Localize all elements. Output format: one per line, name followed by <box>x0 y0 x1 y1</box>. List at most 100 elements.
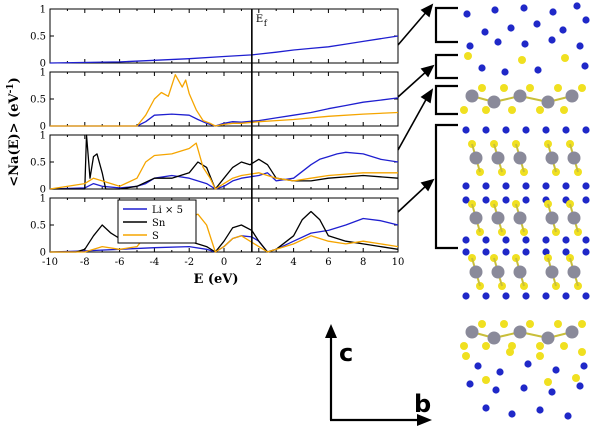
sn-atom <box>469 211 483 225</box>
y-tick-label: 0.5 <box>30 95 46 106</box>
li-atom <box>521 40 529 48</box>
dos-panel-3: 00.51 <box>30 131 399 196</box>
sn-atom <box>541 95 555 109</box>
s-atom <box>554 320 562 328</box>
li-atom <box>491 6 499 14</box>
li-atom <box>462 248 470 256</box>
s-atom <box>536 342 544 350</box>
s-atom <box>478 320 486 328</box>
s-atom <box>554 84 562 92</box>
arrow-4 <box>397 183 429 213</box>
li-atom <box>522 126 530 134</box>
li-atom <box>549 8 557 16</box>
sn-atom <box>513 89 527 103</box>
y-tick-label: 1 <box>40 5 46 16</box>
sn-atom <box>487 95 501 109</box>
legend-box <box>117 199 197 244</box>
series-line-panel4-sn <box>50 210 399 253</box>
li-atom <box>524 360 532 368</box>
s-atom <box>560 342 568 350</box>
s-atom <box>506 348 514 356</box>
li-atom <box>534 66 542 74</box>
li-atom <box>520 4 528 12</box>
li-atom <box>507 24 515 32</box>
li-atom <box>462 182 470 190</box>
x-tick-label: -6 <box>115 257 125 268</box>
crystal-structure <box>460 2 590 420</box>
li-atom <box>474 362 482 370</box>
li-atom <box>562 236 570 244</box>
arrow-1 <box>397 9 429 46</box>
y-tick-label: 0 <box>40 59 46 70</box>
li-atom <box>466 380 474 388</box>
y-tick-label: 0.5 <box>30 221 46 232</box>
sn-atom <box>567 265 581 279</box>
y-tick-label: 0 <box>40 248 46 259</box>
li-atom <box>482 126 490 134</box>
sn-atom <box>545 211 559 225</box>
s-atom <box>544 378 552 386</box>
li-atom <box>482 196 490 204</box>
li-atom <box>573 2 581 10</box>
li-atom <box>463 10 471 18</box>
bracket-3 <box>434 84 458 116</box>
s-atom <box>518 56 526 64</box>
legend: Li × 5 Sn S <box>117 199 197 244</box>
arrow-1-head <box>420 3 434 18</box>
y-tick-label: 1 <box>40 131 46 142</box>
li-atom <box>482 404 490 412</box>
s-atom <box>508 106 516 114</box>
li-atom <box>462 126 470 134</box>
li-atom <box>581 62 589 70</box>
bracket-2 <box>434 53 458 80</box>
li-atom <box>582 16 590 24</box>
li-atom <box>482 292 490 300</box>
li-atom <box>522 182 530 190</box>
x-tick-label: -8 <box>80 257 90 268</box>
li-atom <box>582 236 590 244</box>
sn-atom <box>567 211 581 225</box>
b-axis-label: b <box>414 390 431 418</box>
sn-atom <box>469 265 483 279</box>
li-atom <box>564 412 572 420</box>
arrow-2 <box>397 69 429 98</box>
li-atom <box>522 196 530 204</box>
sn-atom <box>491 211 505 225</box>
li-atom <box>522 292 530 300</box>
panel-frame <box>49 71 399 127</box>
x-tick-label: 4 <box>290 257 296 268</box>
li-atom <box>576 382 584 390</box>
series-line-panel3-s <box>49 142 398 190</box>
li-atom <box>502 196 510 204</box>
sn-atom <box>565 89 579 103</box>
li-atom <box>508 410 516 418</box>
c-axis-arrowhead <box>325 324 337 338</box>
legend-label-sn: Sn <box>152 218 166 229</box>
sn-atom <box>487 331 501 345</box>
x-tick-labels: -10 -8 -6 -4 -2 0 2 4 6 8 10 <box>42 257 404 268</box>
sn-atom <box>513 265 527 279</box>
li-atom <box>482 248 490 256</box>
li-atom <box>502 182 510 190</box>
li-atom <box>462 196 470 204</box>
li-atom <box>462 236 470 244</box>
li-atom <box>502 236 510 244</box>
li-atom <box>562 182 570 190</box>
s-atom <box>464 52 472 60</box>
s-atom <box>460 106 468 114</box>
s-atom <box>578 320 586 328</box>
sn-atom <box>513 151 527 165</box>
li-atom <box>562 248 570 256</box>
li-atom <box>582 182 590 190</box>
li-atom <box>562 292 570 300</box>
y-tick-label: 1 <box>40 194 46 205</box>
s-atom <box>482 342 490 350</box>
li-atom <box>580 362 588 370</box>
li-atom <box>522 248 530 256</box>
sn-atom <box>465 325 479 339</box>
s-atom <box>462 352 470 360</box>
x-axis-label: E (eV) <box>193 272 238 287</box>
li-atom <box>552 366 560 374</box>
arrow-4-head <box>420 178 435 192</box>
